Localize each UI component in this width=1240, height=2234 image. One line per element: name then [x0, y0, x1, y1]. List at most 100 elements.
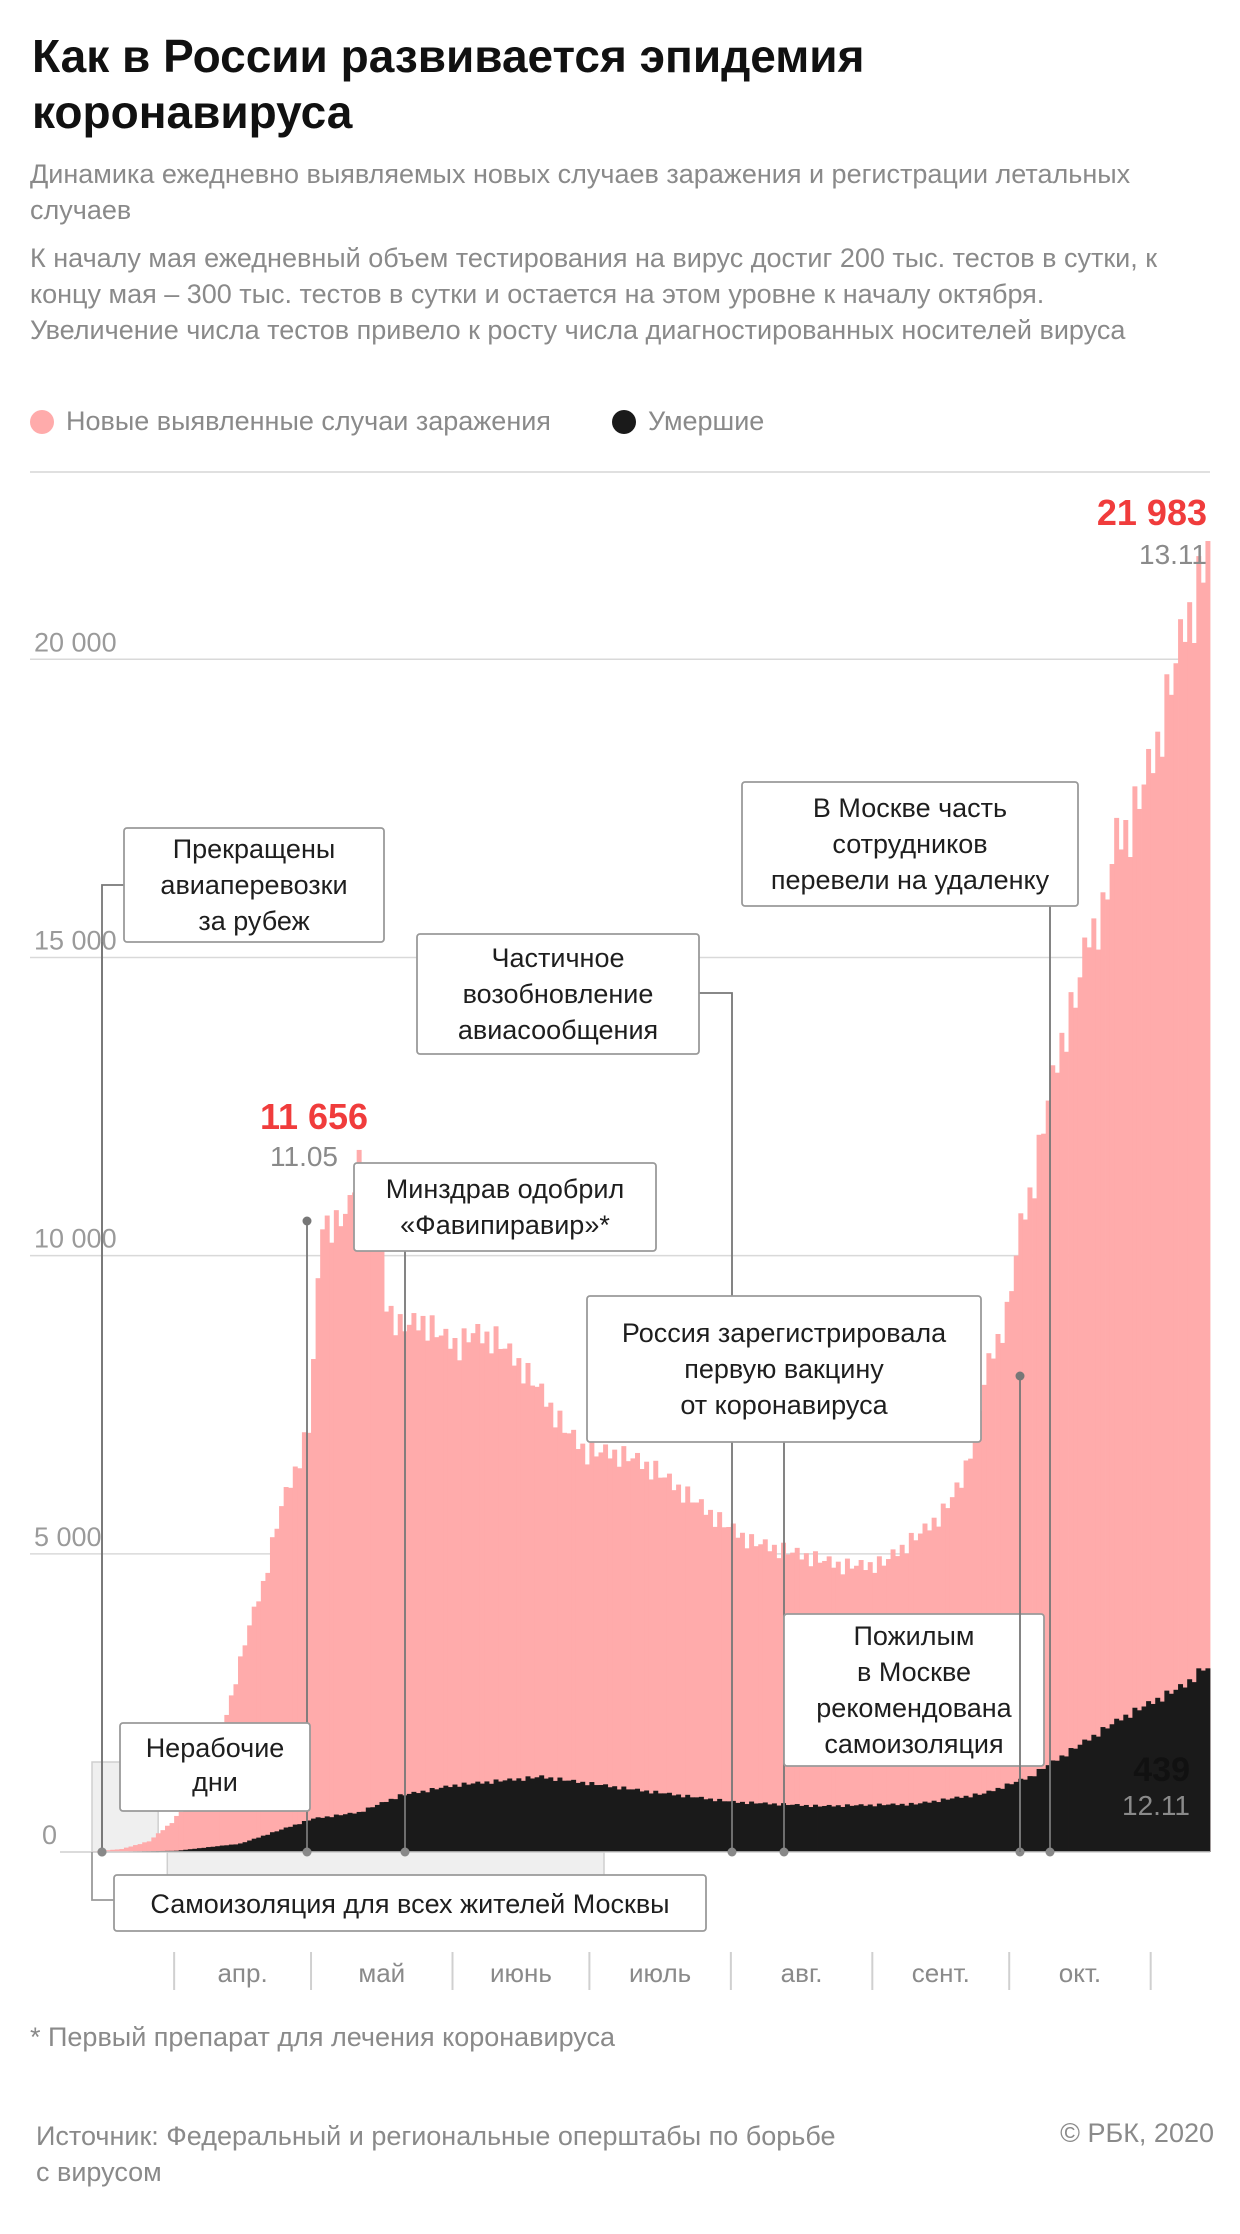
death-bar [1182, 1687, 1188, 1852]
death-bar [771, 1803, 777, 1852]
death-bar [324, 1816, 330, 1852]
death-bar [680, 1797, 686, 1852]
death-bar [685, 1794, 691, 1852]
death-bar [717, 1798, 723, 1852]
case-bar [1073, 1007, 1079, 1852]
death-bar [1050, 1760, 1056, 1852]
annotation-text: перевели на удаленку [771, 865, 1050, 895]
death-bar [908, 1802, 914, 1852]
case-bar [648, 1479, 654, 1852]
annotation-text: авиаперевозки [160, 870, 347, 900]
annotation-text: Частичное [492, 943, 625, 973]
death-bar [247, 1840, 253, 1852]
case-bar [1164, 674, 1170, 1852]
death-bar [283, 1827, 289, 1852]
death-bar [470, 1783, 476, 1852]
case-bar [580, 1443, 586, 1852]
annotation-box-favipiravir [353, 1162, 657, 1252]
annotation-box-moscow-remote [741, 781, 1079, 907]
death-bar [306, 1820, 312, 1852]
annotation-box-elderly [783, 1613, 1045, 1767]
month-label: июль [629, 1958, 691, 1988]
death-bar [931, 1800, 937, 1852]
death-bar [502, 1780, 508, 1852]
case-bar [1063, 1051, 1069, 1852]
death-bar [676, 1794, 682, 1852]
annotation-text: рекомендована [816, 1693, 1012, 1723]
case-bar [552, 1427, 558, 1852]
death-bar [1178, 1684, 1184, 1852]
case-bar [753, 1546, 759, 1852]
death-bar [1173, 1689, 1179, 1852]
case-bar [562, 1432, 567, 1852]
death-bar [790, 1804, 796, 1852]
case-bar [717, 1512, 723, 1852]
annotation-point [779, 1847, 789, 1857]
death-bar [215, 1846, 221, 1852]
case-bar [329, 1242, 335, 1852]
death-bar [904, 1805, 910, 1852]
death-bar [1041, 1768, 1047, 1852]
case-bar [274, 1528, 280, 1852]
case-bar [1068, 992, 1074, 1852]
death-bar [630, 1789, 636, 1852]
case-bar [1036, 1134, 1042, 1852]
case-bar [685, 1486, 691, 1852]
case-bar [420, 1315, 426, 1852]
death-bar [511, 1780, 517, 1852]
month-label: июнь [490, 1958, 552, 1988]
case-bar [671, 1490, 677, 1852]
case-bar [657, 1477, 663, 1852]
case-bar [662, 1477, 668, 1852]
case-bar [575, 1449, 581, 1852]
case-bar [379, 1249, 385, 1852]
highlight-value-deaths: 439 [1133, 1751, 1190, 1789]
case-bar [1123, 820, 1129, 1852]
chart-description: К началу мая ежедневный объем тестирован… [30, 243, 1158, 345]
death-bar [721, 1801, 727, 1852]
case-bar [534, 1386, 540, 1852]
case-bar [1182, 641, 1188, 1853]
death-bar [625, 1789, 631, 1852]
death-bar [370, 1807, 376, 1852]
footnote: * Первый препарат для лечения коронавиру… [30, 2022, 616, 2052]
death-bar [183, 1849, 189, 1852]
death-bar [466, 1784, 472, 1852]
case-bar [142, 1842, 148, 1852]
case-bar [489, 1353, 494, 1852]
annotation-point [97, 1847, 107, 1857]
death-bar [593, 1785, 599, 1852]
case-bar [160, 1830, 166, 1852]
case-bar [1141, 784, 1147, 1853]
case-bar [114, 1849, 120, 1852]
death-bar [201, 1847, 207, 1852]
death-bar [1000, 1788, 1006, 1852]
death-bar [858, 1804, 864, 1852]
death-bar [689, 1797, 695, 1852]
annotation-text: Россия зарегистрировала [622, 1318, 947, 1348]
death-bar [320, 1817, 326, 1852]
death-bar [863, 1805, 869, 1852]
death-bar [1032, 1776, 1037, 1852]
annotation-text: Самоизоляция для всех жителей Москвы [150, 1889, 669, 1919]
death-bar [571, 1779, 577, 1852]
case-bar [1100, 892, 1106, 1852]
death-bar [187, 1849, 193, 1852]
month-label: май [358, 1958, 405, 1988]
legend-label-cases: Новые выявленные случаи заражения [66, 406, 551, 436]
case-bar [525, 1362, 531, 1852]
month-label: окт. [1059, 1958, 1101, 1988]
case-bar [438, 1335, 444, 1852]
case-bar [607, 1458, 613, 1852]
death-bar [274, 1831, 280, 1852]
death-bar [762, 1802, 768, 1852]
case-bar [1136, 808, 1142, 1853]
case-bar [639, 1469, 645, 1852]
annotation-point [727, 1847, 737, 1857]
case-bar [397, 1314, 403, 1852]
case-bar [155, 1833, 161, 1852]
death-bar [1127, 1717, 1133, 1852]
death-bar [972, 1793, 978, 1852]
death-bar [228, 1844, 234, 1852]
case-bar [1086, 947, 1092, 1852]
